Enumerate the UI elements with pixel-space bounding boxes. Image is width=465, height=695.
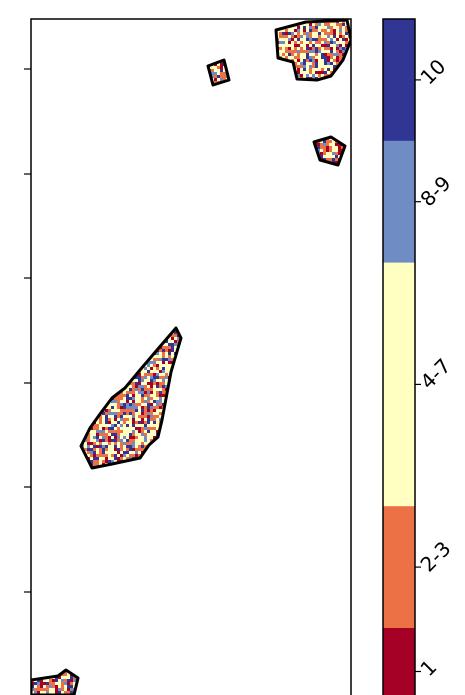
parcel-top-right-large — [274, 19, 351, 82]
colorbar-band-2-3 — [383, 506, 415, 629]
colorbar — [383, 19, 415, 695]
colorbar-band-1 — [383, 628, 415, 695]
map-panel — [31, 19, 351, 695]
colorbar-label: 2-3 — [415, 536, 455, 576]
colorbar-label: 4-7 — [415, 354, 455, 394]
colorbar-band-4-7 — [383, 262, 415, 507]
colorbar-frame — [382, 18, 416, 695]
colorbar-label: 10 — [415, 54, 450, 89]
map-frame — [30, 18, 352, 695]
y-axis-ticks — [24, 68, 31, 593]
colorbar-band-8-9 — [383, 140, 415, 264]
map-background — [31, 19, 351, 695]
parcel-top-small-square — [206, 58, 231, 87]
colorbar-band-10 — [383, 19, 415, 142]
colorbar-label: 1 — [415, 655, 441, 681]
parcel-right-small — [312, 135, 347, 167]
parcel-bottom-left — [31, 668, 80, 695]
colorbar-ticks: 10 8-9 4-7 2-3 1 — [415, 54, 456, 681]
parcel-center-elongated — [79, 326, 183, 470]
colorbar-label: 8-9 — [415, 171, 455, 211]
